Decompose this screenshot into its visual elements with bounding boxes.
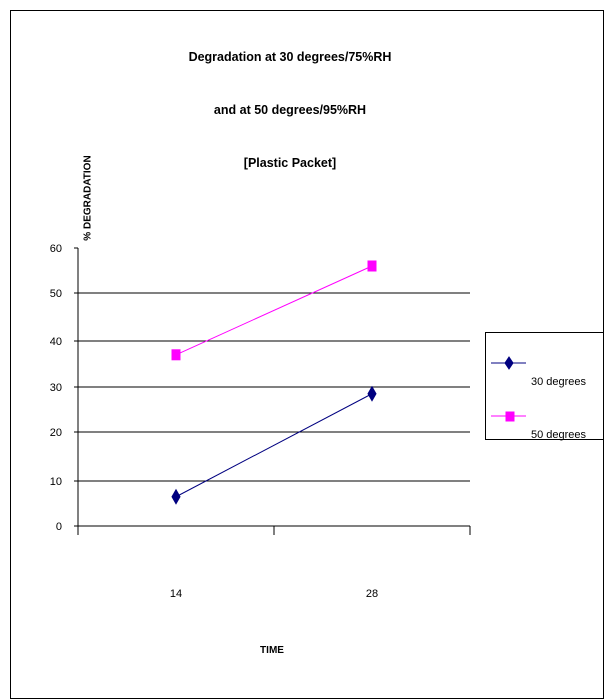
legend-marker-30-degrees [491, 356, 526, 370]
y-tick-label-60: 60 [50, 243, 62, 255]
series-line-1 [175, 265, 373, 356]
y-tick-label-10: 10 [50, 476, 62, 488]
series-line-0 [175, 393, 373, 498]
y-tick-label-30: 30 [50, 382, 62, 394]
y-tick-label-20: 20 [50, 427, 62, 439]
data-point-s1-28 [367, 260, 377, 272]
legend-label-50-degrees: 50 degrees [531, 429, 587, 441]
legend: 30 degrees 50 degrees [485, 332, 605, 441]
legend-item-30-degrees: 30 degrees [486, 348, 605, 388]
y-tick-label-0: 0 [56, 521, 62, 533]
legend-marker-50-degrees [491, 411, 526, 422]
x-tick-label-14: 14 [170, 588, 182, 600]
data-point-s0-14 [171, 488, 181, 505]
chart-title-line-3: [Plastic Packet] [243, 156, 337, 170]
x-tick-label-28: 28 [366, 588, 378, 600]
legend-label-30-degrees: 30 degrees [531, 376, 587, 388]
y-tick-label-50: 50 [50, 288, 62, 300]
chart-title-line-1: Degradation at 30 degrees/75%RH [188, 50, 392, 64]
legend-item-50-degrees: 50 degrees [486, 401, 605, 441]
data-point-s1-14 [171, 349, 181, 361]
chart-title-line-2: and at 50 degrees/95%RH [213, 103, 367, 117]
y-tick-label-40: 40 [50, 336, 62, 348]
data-point-s0-28 [367, 385, 377, 402]
x-axis-label: TIME [260, 645, 284, 656]
